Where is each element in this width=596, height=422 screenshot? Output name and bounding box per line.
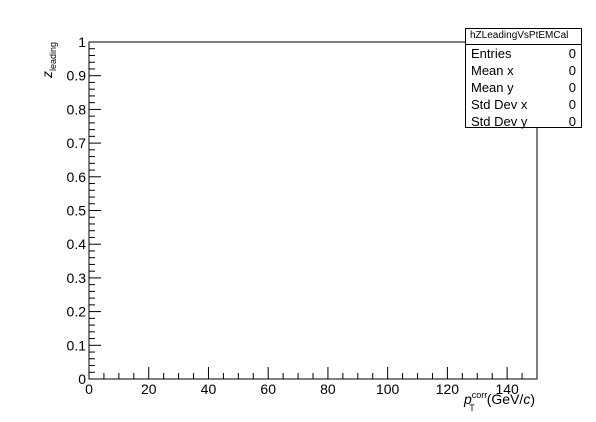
y-tick-label: 1 xyxy=(78,34,86,50)
stats-value: 0 xyxy=(568,80,576,95)
x-axis-title: pcorr T(GeV/c) xyxy=(463,390,535,413)
y-tick-label: 0.8 xyxy=(67,101,87,117)
stats-row-mean-x: Mean x 0 xyxy=(466,62,581,79)
stats-label: Mean x xyxy=(471,63,514,78)
stats-value: 0 xyxy=(568,63,576,78)
y-tick-label: 0.2 xyxy=(67,304,87,320)
y-tick-label: 0.7 xyxy=(67,135,87,151)
y-tick-label: 0.9 xyxy=(67,68,87,84)
x-tick-label: 40 xyxy=(201,381,217,397)
y-axis: 0 0.1 0.2 0.3 0.4 0.5 0.6 0.7 0.8 0.9 1 xyxy=(67,34,101,387)
stats-box: hZLeadingVsPtEMCal Entries 0 Mean x 0 Me… xyxy=(465,28,582,130)
x-tick-label: 20 xyxy=(141,381,157,397)
y-tick-label: 0.5 xyxy=(67,203,87,219)
x-axis: 0 20 40 60 80 100 120 140 xyxy=(85,367,538,397)
y-tick-label: 0.3 xyxy=(67,270,87,286)
stats-title: hZLeadingVsPtEMCal xyxy=(466,29,581,45)
y-tick-label: 0.1 xyxy=(67,337,87,353)
x-tick-label: 0 xyxy=(85,381,93,397)
x-tick-label: 60 xyxy=(260,381,276,397)
y-tick-label: 0.6 xyxy=(67,169,87,185)
stats-row-std-dev-y: Std Dev y 0 xyxy=(466,113,581,130)
stats-value: 0 xyxy=(568,46,576,61)
stats-row-std-dev-x: Std Dev x 0 xyxy=(466,96,581,113)
stats-label: Std Dev y xyxy=(471,114,528,129)
stats-label: Entries xyxy=(471,46,512,61)
x-tick-label: 120 xyxy=(436,381,460,397)
stats-value: 0 xyxy=(568,114,576,129)
x-tick-label: 80 xyxy=(320,381,336,397)
stats-label: Mean y xyxy=(471,80,514,95)
x-tick-label: 100 xyxy=(376,381,400,397)
y-axis-title: zleading xyxy=(39,42,58,79)
stats-row-entries: Entries 0 xyxy=(466,45,581,62)
y-tick-label: 0.4 xyxy=(67,236,87,252)
stats-row-mean-y: Mean y 0 xyxy=(466,79,581,96)
y-tick-label: 0 xyxy=(78,371,86,387)
stats-label: Std Dev x xyxy=(471,97,528,112)
stats-value: 0 xyxy=(568,97,576,112)
x-tick-label: 140 xyxy=(495,381,519,397)
